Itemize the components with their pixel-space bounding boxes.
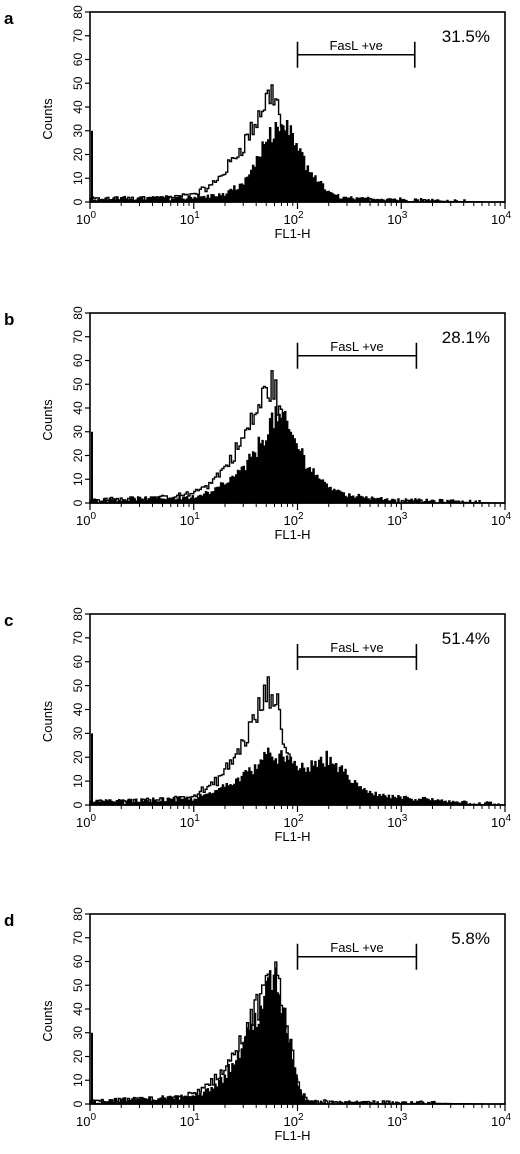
y-tick-label: 40 <box>71 401 85 415</box>
histogram-filled <box>89 120 505 203</box>
y-tick-label: 80 <box>71 5 85 19</box>
percentage-label: 51.4% <box>442 629 490 648</box>
x-axis-label: FL1-H <box>274 527 310 542</box>
histogram-filled <box>89 747 506 806</box>
y-tick-label: 60 <box>71 655 85 669</box>
histogram-filled <box>89 967 505 1105</box>
percentage-label: 5.8% <box>451 929 490 948</box>
x-tick-label: 104 <box>491 1112 511 1129</box>
gate-label: FasL +ve <box>330 339 383 354</box>
panel-label: c <box>4 611 13 630</box>
y-tick-label: 30 <box>71 124 85 138</box>
y-tick-label: 50 <box>71 679 85 693</box>
x-tick-label: 103 <box>387 1112 407 1129</box>
x-axis-label: FL1-H <box>274 829 310 844</box>
y-tick-label: 10 <box>71 1073 85 1087</box>
y-tick-label: 30 <box>71 425 85 439</box>
y-axis-label: Counts <box>40 1000 55 1042</box>
y-tick-label: 10 <box>71 472 85 486</box>
y-tick-label: 50 <box>71 978 85 992</box>
x-tick-label: 104 <box>491 210 511 227</box>
y-tick-label: 50 <box>71 76 85 90</box>
y-tick-label: 30 <box>71 726 85 740</box>
x-tick-label: 102 <box>283 511 303 528</box>
x-tick-label: 100 <box>76 210 96 227</box>
panel-label: d <box>4 911 14 930</box>
x-tick-label: 104 <box>491 813 511 830</box>
y-tick-label: 60 <box>71 53 85 67</box>
x-tick-label: 101 <box>180 813 200 830</box>
x-tick-label: 103 <box>387 813 407 830</box>
y-axis-label: Counts <box>40 98 55 140</box>
y-tick-label: 70 <box>71 631 85 645</box>
gate-label: FasL +ve <box>329 38 382 53</box>
x-tick-label: 102 <box>283 1112 303 1129</box>
y-tick-label: 0 <box>71 801 85 808</box>
y-tick-label: 0 <box>71 198 85 205</box>
x-tick-label: 100 <box>76 813 96 830</box>
y-tick-label: 10 <box>71 774 85 788</box>
x-tick-label: 101 <box>180 1112 200 1129</box>
gate-label: FasL +ve <box>330 940 383 955</box>
chart-panel-a: a 0 10 20 30 40 50 60 70 80 Counts 100 101 102 103 104 F… <box>4 5 511 241</box>
left-edge-spike <box>91 1032 93 1104</box>
y-tick-label: 60 <box>71 955 85 969</box>
x-axis-label: FL1-H <box>274 226 310 241</box>
y-tick-label: 80 <box>71 907 85 921</box>
x-tick-label: 103 <box>387 210 407 227</box>
left-edge-spike <box>91 431 93 503</box>
y-tick-label: 60 <box>71 354 85 368</box>
histogram-filled <box>89 406 505 504</box>
chart-panel-c: c 0 10 20 30 40 50 60 70 80 Counts 100 101 102 103 104 F… <box>4 607 511 844</box>
y-tick-label: 50 <box>71 377 85 391</box>
x-tick-label: 101 <box>180 511 200 528</box>
y-tick-label: 10 <box>71 171 85 185</box>
y-tick-label: 40 <box>71 100 85 114</box>
chart-panel-d: d 0 10 20 30 40 50 60 70 80 Counts 100 101 102 103 104 F… <box>4 907 511 1143</box>
percentage-label: 31.5% <box>442 27 490 46</box>
panel-label: a <box>4 9 14 28</box>
x-axis-label: FL1-H <box>274 1128 310 1143</box>
y-tick-label: 80 <box>71 306 85 320</box>
y-tick-label: 70 <box>71 29 85 43</box>
chart-panel-b: b 0 10 20 30 40 50 60 70 80 Counts 100 101 102 103 104 F… <box>4 306 511 542</box>
y-tick-label: 20 <box>71 449 85 463</box>
y-axis-label: Counts <box>40 399 55 441</box>
left-edge-spike <box>91 130 93 202</box>
y-tick-label: 70 <box>71 330 85 344</box>
x-tick-label: 101 <box>180 210 200 227</box>
y-tick-label: 0 <box>71 499 85 506</box>
y-tick-label: 0 <box>71 1100 85 1107</box>
y-tick-label: 80 <box>71 607 85 621</box>
x-tick-label: 102 <box>283 813 303 830</box>
y-tick-label: 30 <box>71 1026 85 1040</box>
panel-label: b <box>4 310 14 329</box>
percentage-label: 28.1% <box>442 328 490 347</box>
y-tick-label: 20 <box>71 148 85 162</box>
x-tick-label: 100 <box>76 1112 96 1129</box>
x-tick-label: 104 <box>491 511 511 528</box>
gate-label: FasL +ve <box>330 640 383 655</box>
y-tick-label: 20 <box>71 1050 85 1064</box>
y-tick-label: 20 <box>71 750 85 764</box>
x-tick-label: 102 <box>283 210 303 227</box>
y-tick-label: 40 <box>71 703 85 717</box>
y-axis-label: Counts <box>40 700 55 742</box>
y-tick-label: 40 <box>71 1002 85 1016</box>
left-edge-spike <box>91 733 93 805</box>
y-tick-label: 70 <box>71 931 85 945</box>
x-tick-label: 103 <box>387 511 407 528</box>
x-tick-label: 100 <box>76 511 96 528</box>
